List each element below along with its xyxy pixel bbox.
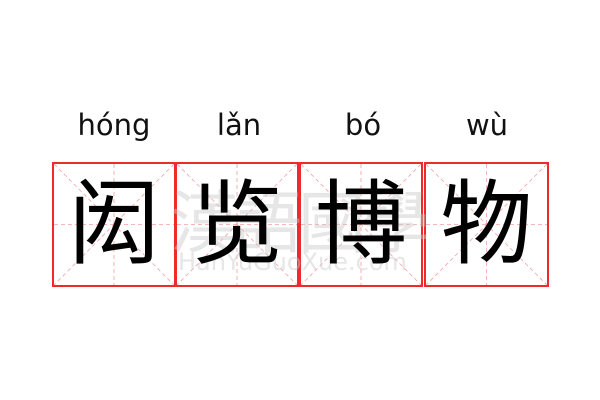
character-2: 博 bbox=[314, 170, 407, 278]
pinyin-2: bó bbox=[344, 108, 382, 142]
grid-cell: 览 bbox=[175, 162, 299, 287]
pinyin-0: hóng bbox=[77, 108, 151, 142]
guide-lines bbox=[301, 164, 421, 285]
grid-cell: 物 bbox=[424, 162, 549, 287]
character-grid: 闳 览 博 物 bbox=[52, 162, 549, 287]
pinyin-3: wù bbox=[465, 108, 509, 142]
pinyin-1: lǎn bbox=[216, 108, 262, 142]
guide-lines bbox=[177, 164, 297, 285]
character-0: 闳 bbox=[67, 170, 160, 278]
grid-cell: 博 bbox=[299, 162, 423, 287]
character-3: 物 bbox=[440, 170, 533, 278]
guide-lines bbox=[426, 164, 547, 285]
guide-lines bbox=[54, 164, 174, 285]
character-1: 览 bbox=[190, 170, 283, 278]
grid-cell: 闳 bbox=[52, 162, 176, 287]
